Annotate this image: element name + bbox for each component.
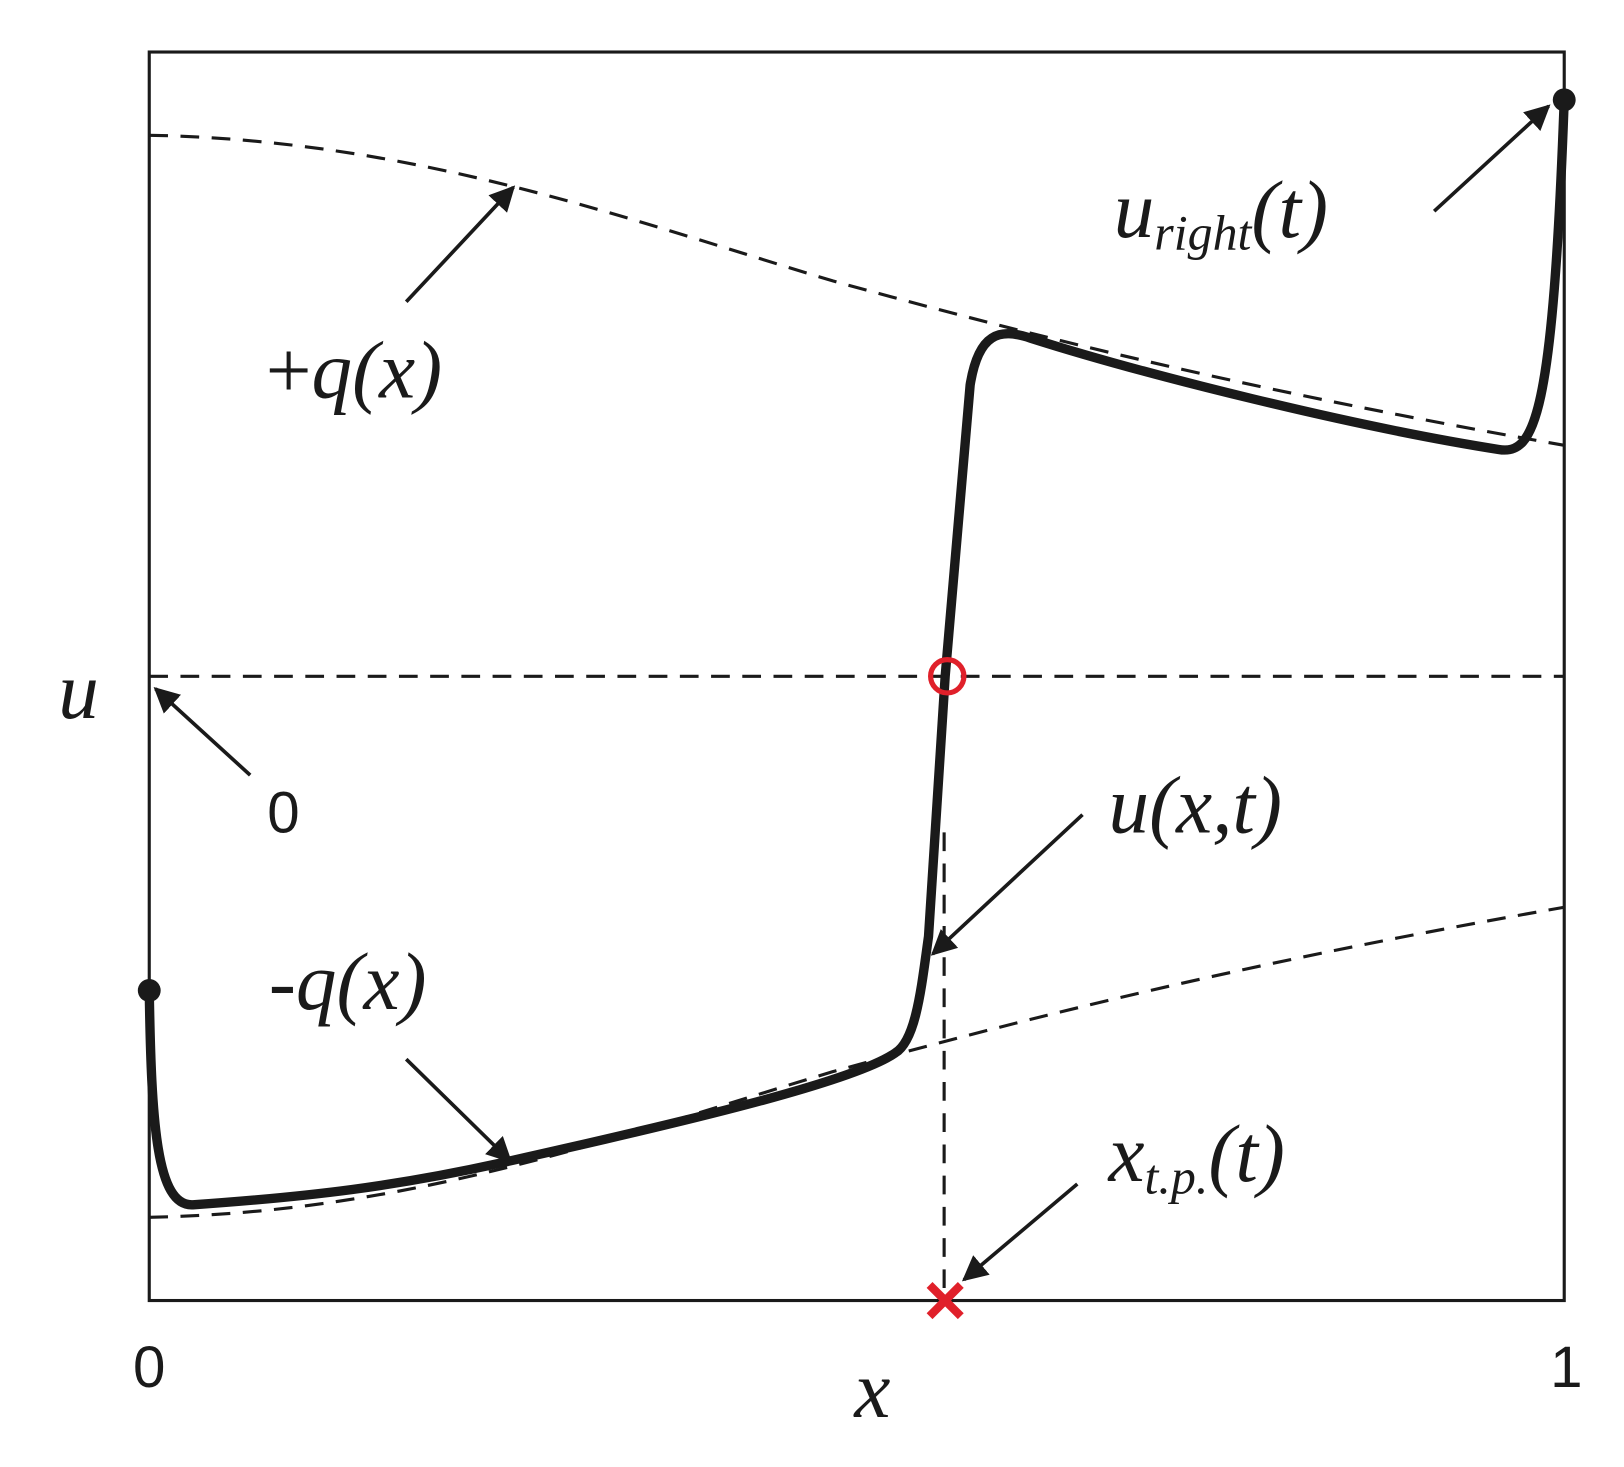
plus-q-curve — [149, 133, 1565, 447]
x-tick-label: 1 — [1550, 1335, 1582, 1400]
arrow — [404, 185, 516, 303]
left-boundary-dot — [137, 979, 161, 1002]
base: x — [1108, 1109, 1145, 1199]
sub: t.p. — [1145, 1148, 1209, 1204]
u-xt-label: u(x,t) — [1109, 760, 1282, 850]
arrow — [1432, 104, 1551, 213]
tail: (t) — [1251, 165, 1328, 255]
zero-label: 0 — [267, 780, 299, 845]
tail: (t) — [1208, 1109, 1285, 1199]
y-label: u — [58, 646, 99, 736]
right-boundary-dot — [1552, 88, 1576, 112]
arrow — [961, 1182, 1079, 1282]
minus-q-label: -q(x) — [269, 937, 427, 1027]
sub: right — [1154, 205, 1252, 261]
minus-q-curve — [149, 905, 1565, 1219]
base: u — [1114, 165, 1155, 255]
zero-crossing — [928, 657, 967, 696]
sign: + — [266, 325, 312, 415]
x-tp-label: xt.p.(t) — [1108, 1109, 1285, 1204]
text: q(x) — [312, 325, 443, 415]
text: q(x) — [296, 937, 427, 1027]
arrow — [153, 687, 252, 777]
solution-curve — [144, 99, 1569, 1210]
turning-point-marker — [926, 1281, 964, 1320]
x-tick-label: 0 — [133, 1335, 165, 1400]
sign: - — [269, 937, 296, 1027]
u-right-label: uright(t) — [1114, 165, 1328, 260]
arrow — [930, 813, 1084, 956]
x-label: x — [853, 1345, 890, 1435]
plus-q-label: +q(x) — [266, 325, 442, 415]
arrow — [404, 1057, 513, 1163]
